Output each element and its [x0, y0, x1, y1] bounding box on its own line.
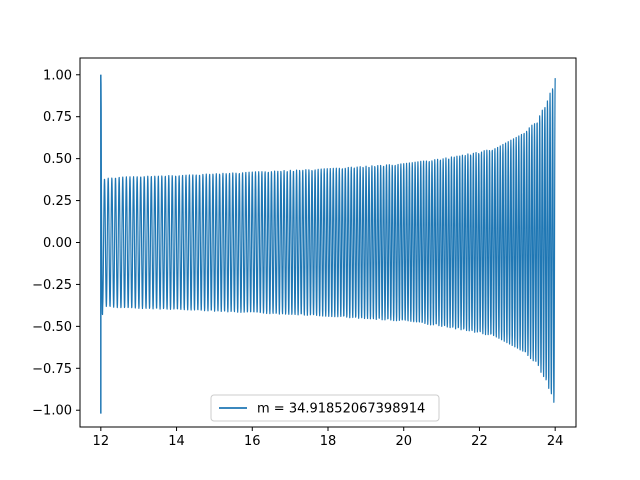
- x-axis: 12 14 16 18 20 22 24: [93, 427, 564, 449]
- y-tick-label-7: 0.75: [43, 110, 72, 125]
- series-layer: [100, 74, 556, 414]
- x-tick-label-18: 18: [320, 434, 337, 449]
- y-tick-label-8: 1.00: [43, 68, 72, 83]
- x-tick-label-14: 14: [168, 434, 185, 449]
- y-tick-label-0: −1.00: [32, 404, 72, 419]
- x-tick-label-22: 22: [471, 434, 488, 449]
- x-tick-label-24: 24: [547, 434, 564, 449]
- series-line: [100, 74, 556, 403]
- y-axis: −1.00 −0.75 −0.50 −0.25 0.00 0.25 0.50 0.75 1.00: [32, 68, 80, 419]
- x-tick-label-16: 16: [244, 434, 261, 449]
- legend: m = 34.91852067398914: [210, 394, 440, 422]
- y-tick-label-4: 0.00: [43, 236, 72, 251]
- y-tick-label-1: −0.75: [32, 362, 72, 377]
- x-tick-label-12: 12: [93, 434, 110, 449]
- legend-label: m = 34.91852067398914: [257, 402, 425, 417]
- y-tick-label-3: −0.25: [32, 278, 72, 293]
- x-tick-label-20: 20: [395, 434, 412, 449]
- legend-box: [210, 394, 440, 422]
- plot-area: m = 34.91852067398914: [79, 57, 577, 428]
- y-tick-label-2: −0.50: [32, 320, 72, 335]
- y-tick-label-6: 0.50: [43, 152, 72, 167]
- y-tick-label-5: 0.25: [43, 194, 72, 209]
